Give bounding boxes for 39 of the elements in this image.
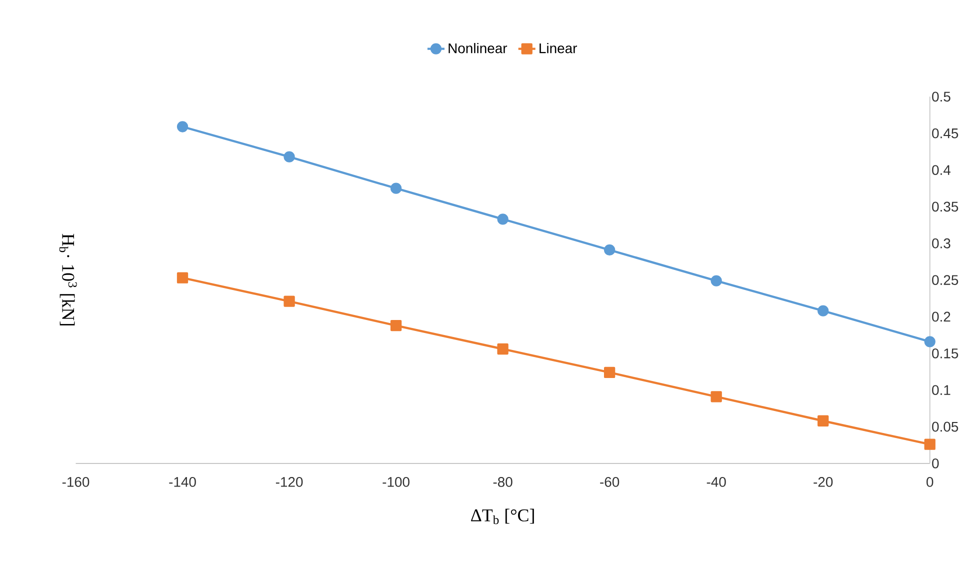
point: [818, 305, 829, 316]
point: [710, 391, 722, 402]
point: [176, 272, 188, 284]
y-tick-label: 0.3: [932, 238, 950, 248]
point: [710, 275, 722, 286]
point: [390, 320, 402, 332]
y-tick-label: 0.1: [932, 385, 950, 395]
x-tick-label: -60: [600, 477, 620, 487]
point: [176, 121, 188, 132]
y-tick-label: 0: [932, 458, 939, 468]
y-tick-label: 0.35: [932, 202, 958, 212]
y-axis-title: H$_{b}$· 10$^{3}$ [kN]: [59, 234, 77, 326]
x-tick-label: -160: [62, 477, 90, 487]
x-axis-title: ΔT$_{b}$ [°C]: [471, 508, 534, 524]
point: [818, 415, 829, 426]
legend-label: Nonlinear: [448, 42, 508, 54]
x-tick-label: -80: [493, 477, 512, 487]
point: [284, 151, 295, 162]
x-tick-label: -140: [169, 477, 196, 487]
point: [924, 336, 936, 348]
point: [284, 296, 295, 307]
x-tick-label: -100: [382, 477, 410, 487]
point: [497, 214, 508, 225]
point: [497, 343, 508, 355]
y-tick-label: 0.4: [932, 165, 951, 175]
x-tick-label: -40: [706, 477, 726, 487]
y-tick-label: 0.05: [932, 422, 958, 432]
x-tick-label: -20: [814, 477, 833, 487]
point: [390, 182, 402, 194]
y-tick-label: 0.15: [932, 348, 958, 358]
y-tick-label: 0.2: [932, 312, 950, 322]
point: [604, 366, 616, 378]
x-tick-label: -120: [276, 477, 303, 487]
y-tick-label: 0.5: [932, 92, 950, 102]
y-tick-label: 0.45: [932, 128, 958, 138]
legend-label: Linear: [540, 42, 578, 54]
point: [604, 244, 616, 256]
y-tick-label: 0.25: [932, 275, 958, 285]
point: [924, 438, 936, 450]
